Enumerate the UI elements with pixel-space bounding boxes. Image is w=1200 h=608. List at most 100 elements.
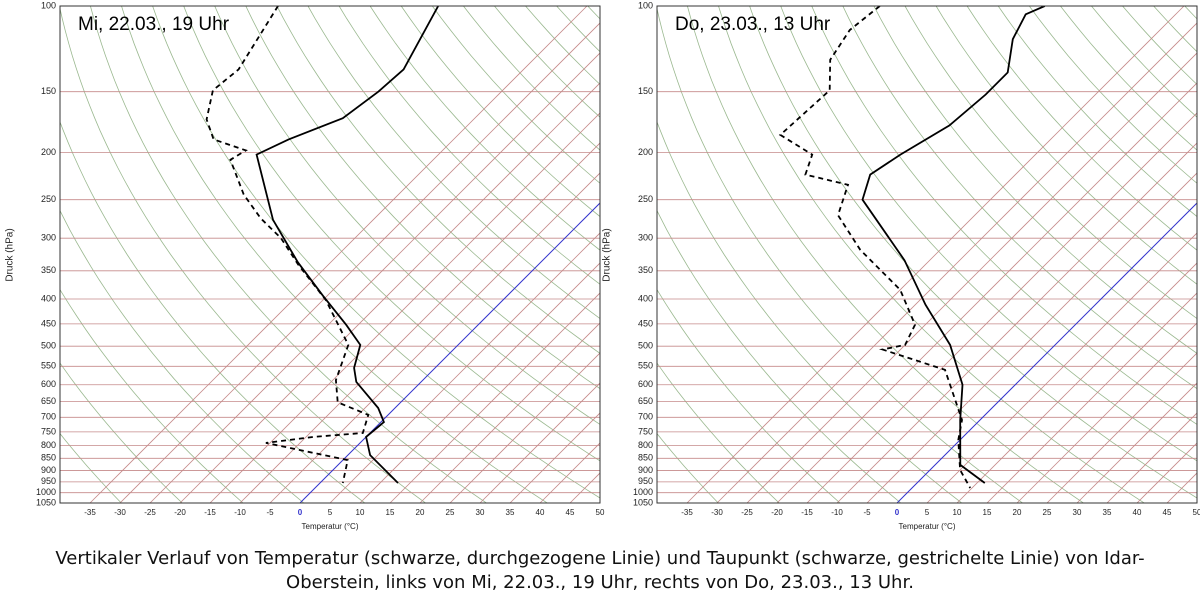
x-tick-label: 5 [925, 508, 930, 517]
dry-adiabat [587, 6, 600, 20]
y-tick-label: 800 [638, 440, 653, 450]
y-tick-label: 350 [41, 265, 56, 275]
grid-line [539, 442, 600, 503]
dry-adiabat [842, 6, 1197, 390]
grid-line [209, 112, 600, 503]
dry-adiabat [60, 362, 183, 503]
y-tick-label: 250 [638, 194, 653, 204]
x-tick-label: -30 [114, 508, 126, 517]
dry-adiabat [811, 6, 1197, 425]
y-tick-label: 500 [41, 341, 56, 351]
dry-adiabat [463, 6, 600, 151]
grid-line [806, 112, 1197, 503]
dewpoint-line [205, 6, 370, 484]
x-tick-label: -5 [863, 508, 871, 517]
grid-line [239, 142, 600, 503]
grid-line [389, 292, 600, 503]
grid-line [119, 22, 600, 503]
x-tick-label: -35 [681, 508, 693, 517]
y-tick-label: 950 [41, 476, 56, 486]
plot-frame [656, 5, 1198, 504]
grid-line [1106, 412, 1197, 503]
dry-adiabat [873, 6, 1197, 354]
x-tick-label: -15 [204, 508, 216, 517]
dry-adiabat [997, 6, 1197, 218]
x-tick-label: 15 [386, 508, 395, 517]
x-tick-label: 50 [596, 508, 605, 517]
grid-line [419, 322, 600, 503]
grid-line [329, 232, 600, 503]
y-tick-label: 450 [638, 318, 653, 328]
dry-adiabat [369, 6, 600, 251]
dry-adiabat [525, 6, 600, 85]
x-tick-label: 30 [1073, 508, 1082, 517]
x-tick-label: 50 [1193, 508, 1200, 517]
y-tick-label: 750 [638, 426, 653, 436]
y-tick-label: 600 [41, 379, 56, 389]
dry-adiabat [245, 6, 600, 390]
grid-line [1046, 352, 1197, 503]
y-tick-label: 450 [41, 318, 56, 328]
skewt-panel: 1001502002503003504004505005506006507007… [602, 0, 1200, 531]
y-tick-label: 350 [638, 265, 653, 275]
dry-adiabat [60, 209, 305, 503]
dry-adiabat [657, 501, 658, 503]
x-tick-label: 0 [895, 508, 900, 517]
y-tick-label: 400 [41, 293, 56, 303]
x-tick-label: -25 [144, 508, 156, 517]
y-tick-label: 700 [41, 412, 56, 422]
x-tick-label: 25 [1043, 508, 1052, 517]
x-tick-label: -30 [711, 508, 723, 517]
y-tick-label: 700 [638, 412, 653, 422]
dry-adiabat [1184, 6, 1197, 20]
dry-adiabat [749, 6, 1197, 499]
grid-line [479, 382, 600, 503]
dry-adiabat [657, 120, 962, 503]
dewpoint-line [778, 6, 971, 489]
y-tick-label: 550 [638, 361, 653, 371]
dry-adiabat [338, 6, 600, 285]
grid-line [716, 22, 1197, 503]
dry-adiabat [718, 6, 1145, 503]
y-tick-label: 950 [638, 476, 653, 486]
grid-line [776, 82, 1197, 503]
y-tick-label: 200 [638, 147, 653, 157]
grid-line [986, 292, 1197, 503]
x-tick-label: -25 [741, 508, 753, 517]
y-tick-label: 550 [41, 361, 56, 371]
x-tick-label: -20 [771, 508, 783, 517]
dry-adiabat [152, 6, 600, 499]
x-tick-label: 45 [566, 508, 575, 517]
plot-area [60, 6, 600, 503]
y-tick-label: 100 [41, 0, 56, 10]
dry-adiabat [183, 6, 600, 462]
x-tick-label: 20 [1013, 508, 1022, 517]
x-tick-label: 25 [446, 508, 455, 517]
y-tick-label: 200 [41, 147, 56, 157]
dry-adiabat [780, 6, 1197, 462]
grid-line [896, 202, 1197, 503]
dry-adiabat [90, 6, 487, 503]
dry-adiabat [556, 6, 600, 53]
grid-line [179, 82, 600, 503]
dry-adiabat [214, 6, 600, 425]
panel-title: Mi, 22.03., 19 Uhr [78, 14, 230, 35]
grid-line [956, 262, 1197, 503]
x-tick-label: 35 [1103, 508, 1112, 517]
dry-adiabat [60, 120, 365, 503]
dry-adiabat [657, 209, 902, 503]
grid-line [509, 412, 600, 503]
y-tick-label: 150 [41, 86, 56, 96]
dry-adiabat [431, 6, 600, 184]
dry-adiabat [904, 6, 1197, 320]
y-tick-label: 300 [638, 233, 653, 243]
x-tick-label: 15 [983, 508, 992, 517]
y-tick-label: 600 [638, 379, 653, 389]
grid-line [866, 172, 1197, 503]
plot-area [657, 6, 1197, 503]
grid-line [299, 202, 600, 503]
grid-line [926, 232, 1197, 503]
y-tick-label: 500 [638, 341, 653, 351]
dry-adiabat [687, 6, 1084, 503]
